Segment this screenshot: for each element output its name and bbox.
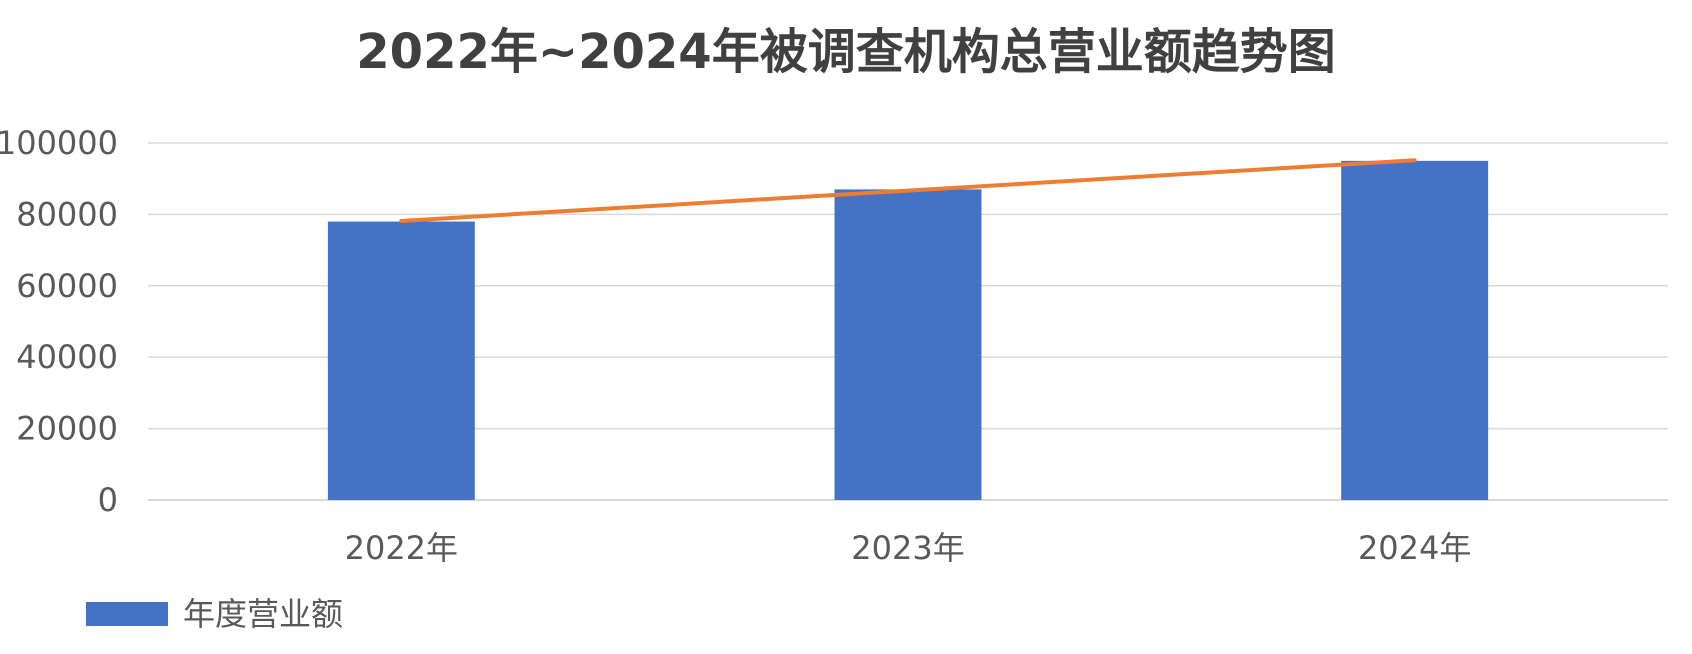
y-axis: 0 20000 40000 60000 80000 100000 [0,124,118,519]
legend-swatch [86,602,168,626]
y-tick-label: 40000 [16,338,118,376]
bar [1341,160,1489,500]
trendline [399,158,1417,223]
bars [327,160,1489,501]
chart-title: 2022年~2024年被调查机构总营业额趋势图 [356,24,1335,80]
legend: 年度营业额 [86,595,343,633]
x-tick-label: 2022年 [345,529,458,567]
trendline-path [399,158,1417,223]
x-tick-label: 2024年 [1358,529,1471,567]
y-tick-label: 100000 [0,124,118,162]
y-tick-label: 60000 [16,267,118,305]
y-tick-label: 0 [98,481,118,519]
x-tick-label: 2023年 [851,529,964,567]
bar [834,189,982,500]
x-axis: 2022年 2023年 2024年 [345,529,1472,567]
y-tick-label: 20000 [16,410,118,448]
legend-label: 年度营业额 [183,595,343,633]
y-tick-label: 80000 [16,195,118,233]
bar [327,221,475,501]
